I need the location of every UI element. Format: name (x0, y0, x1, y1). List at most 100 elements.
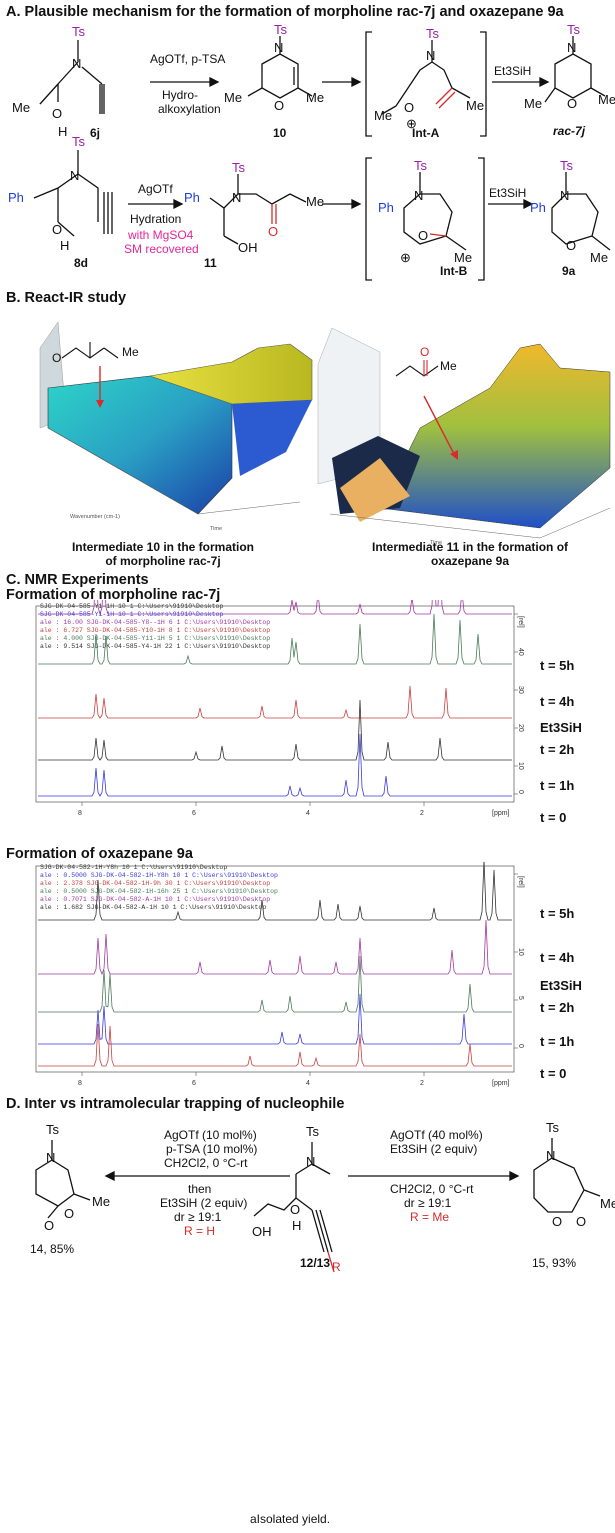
svg-text:Ts: Ts (72, 24, 86, 39)
svg-text:N: N (70, 168, 79, 183)
row1-reagents: AgOTf, p-TSA (150, 52, 226, 66)
product-15: 15, 93% (532, 1256, 577, 1270)
caption-right-1: Intermediate 11 in the formation of (371, 540, 569, 554)
spec1-legend-3: ale : 6.727 SJG-DK-04-585-Y10-1H 8 1 C:\… (40, 627, 271, 634)
svg-text:Ts: Ts (306, 1124, 320, 1139)
compound-rac-7j: rac-7j (553, 124, 586, 138)
spec1-trace-label-1: t = 4h (540, 694, 575, 709)
svg-text:Wavenumber (cm-1): Wavenumber (cm-1) (70, 514, 120, 520)
nmr-trace (38, 699, 512, 761)
svg-text:Me: Me (92, 1194, 110, 1209)
spec2-xtick-2: 4 (306, 1080, 310, 1087)
spec1-legend-5: ale : 9.514 SJG-DK-04-585-Y4-1H 22 1 C:\… (40, 643, 271, 650)
row2-note1: with MgSO4 (128, 228, 194, 242)
svg-text:O: O (404, 100, 414, 115)
svg-text:Time: Time (210, 526, 222, 532)
svg-text:⊕: ⊕ (406, 116, 417, 131)
svg-text:N: N (567, 40, 576, 55)
nmr-trace (38, 993, 512, 1045)
row2-reagent: AgOTf (138, 182, 173, 196)
compound-8d: 8d (74, 256, 89, 270)
svg-text:OH: OH (252, 1224, 272, 1239)
row1-cond1: Hydro- (162, 88, 199, 102)
spec1-ytick-0: [rel] (517, 616, 524, 628)
right-cond-3: CH2Cl2, 0 °C-rt (390, 1182, 474, 1196)
svg-text:Me: Me (440, 359, 457, 373)
svg-text:Ph: Ph (8, 190, 24, 205)
spec1-xtick-0: 8 (78, 810, 82, 817)
spec2-xtick-4: [ppm] (492, 1080, 510, 1087)
svg-text:Ph: Ph (378, 200, 394, 215)
caption-right-2: oxazepane 9a (430, 554, 510, 568)
svg-text:N: N (46, 1150, 55, 1165)
svg-text:Ts: Ts (414, 158, 428, 173)
svg-text:O: O (44, 1218, 54, 1233)
svg-text:Ts: Ts (560, 158, 574, 173)
right-cond-4: dr ≥ 19:1 (404, 1196, 452, 1210)
nmr-trace (38, 685, 512, 719)
svg-text:O: O (420, 345, 429, 359)
right-cond-2: Et3SiH (2 equiv) (390, 1142, 478, 1156)
nmr-spectrum-2: 8 6 4 2 [ppm] [rel] 10 5 0 (35, 862, 524, 1087)
spec1-xtick-4: [ppm] (492, 810, 510, 817)
svg-text:O: O (52, 351, 61, 365)
spec1-trace-label-3: t = 2h (540, 742, 575, 757)
compound-11: 11 (204, 256, 217, 270)
nmr-spectrum-1: 8 6 4 2 [ppm] [rel] 40 30 20 10 0 (35, 600, 524, 817)
spec2-trace-label-3: t = 2h (540, 1000, 575, 1015)
section-c-sub2: Formation of oxazepane 9a (6, 846, 193, 862)
spec2-trace-label-0: t = 5h (540, 906, 575, 921)
svg-text:Me: Me (524, 96, 542, 111)
svg-text:O: O (274, 98, 284, 113)
svg-text:N: N (306, 1154, 315, 1169)
svg-text:N: N (414, 188, 423, 203)
svg-text:Ts: Ts (567, 22, 581, 37)
spec1-ytick-3: 20 (517, 724, 524, 732)
left-cond-6: dr ≥ 19:1 (174, 1210, 222, 1224)
compound-10: 10 (273, 126, 287, 140)
left-cond-7: R = H (184, 1224, 216, 1238)
svg-text:Time: Time (430, 540, 442, 546)
nmr-trace (38, 613, 512, 665)
spec1-legend-0: SJG-DK-04-585-Y1-1H 10 1 C:\Users\91910\… (40, 603, 224, 610)
product-14: 14, 85% (30, 1242, 75, 1256)
svg-text:N: N (560, 188, 569, 203)
nmr-trace (38, 600, 512, 616)
svg-text:N: N (274, 40, 283, 55)
spec2-ytick-0: [rel] (517, 876, 524, 888)
spec1-ytick-5: 0 (517, 790, 524, 794)
spec1-xtick-1: 6 (192, 810, 196, 817)
svg-text:O: O (418, 228, 428, 243)
spec2-legend-5: ale : 1.682 SJG-DK-04-582-A-1H 10 1 C:\U… (40, 904, 267, 911)
spec1-ytick-1: 40 (517, 648, 524, 656)
nmr-trace (38, 919, 512, 976)
row2-note2: SM recovered (124, 242, 199, 256)
spec2-trace-label-1: t = 4h (540, 950, 575, 965)
spec2-legend-3: ale : 0.5000 SJG-DK-04-582-1H-16h 25 1 C… (40, 888, 278, 895)
svg-text:N: N (72, 56, 81, 71)
section-c-sub1: Formation of morpholine rac-7j (6, 587, 221, 603)
svg-text:O: O (566, 238, 576, 253)
r-group: R (332, 1260, 341, 1274)
left-cond-2: p-TSA (10 mol%) (166, 1142, 258, 1156)
svg-text:Ts: Ts (232, 160, 246, 175)
svg-text:Me: Me (600, 1196, 615, 1211)
svg-text:O: O (567, 96, 577, 111)
nmr-trace (38, 955, 512, 1013)
compound-12-13: 12/13 (300, 1256, 331, 1270)
section-b-title: B. React-IR study (6, 290, 127, 306)
svg-text:Me: Me (466, 98, 484, 113)
right-cond-5: R = Me (410, 1210, 450, 1224)
svg-text:O: O (52, 222, 62, 237)
svg-text:Me: Me (224, 90, 242, 105)
int-b-label: Int-B (440, 264, 468, 278)
compound-6j: 6j (90, 126, 101, 140)
spec2-legend-4: ale : 0.7071 SJG-DK-04-582-A-1H 10 1 C:\… (40, 896, 271, 903)
left-cond-3: CH2Cl2, 0 °C-rt (164, 1156, 248, 1170)
svg-text:O: O (268, 224, 278, 239)
svg-text:O: O (552, 1214, 562, 1229)
nmr-trace (38, 1023, 512, 1067)
spec2-legend-2: ale : 2.378 SJG-DK-04-582-1H-9h 30 1 C:\… (40, 880, 271, 887)
row1-cond2: alkoxylation (158, 102, 221, 116)
spec2-xtick-3: 2 (420, 1080, 424, 1087)
